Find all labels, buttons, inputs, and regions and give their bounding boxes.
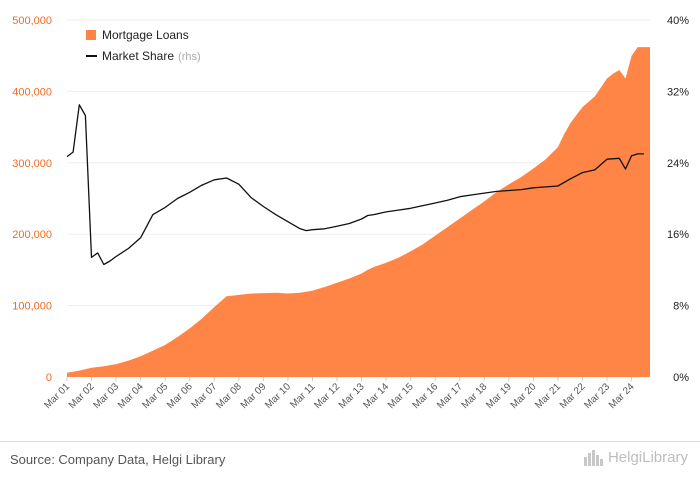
source-note: Source: Company Data, Helgi Library: [10, 452, 226, 467]
left-axis: 0 100,000 200,000 300,000 400,000 500,000: [12, 15, 52, 384]
market-share-line: [66, 104, 644, 266]
x-axis-tick-label: Mar 09: [239, 381, 269, 411]
left-axis-tick-label: 200,000: [12, 229, 52, 241]
legend-label-mortgage-loans: Mortgage Loans: [102, 28, 189, 42]
x-axis-tick-label: Mar 06: [165, 381, 195, 411]
chart: 0 100,000 200,000 300,000 400,000 500,000 0% 8…: [12, 15, 689, 411]
x-axis-tick-label: Mar 07: [190, 381, 220, 411]
legend: Mortgage Loans Market Share (rhs): [86, 28, 201, 63]
x-axis-tick-label: Mar 08: [214, 381, 244, 411]
legend-label-market-share-name: Market Share: [102, 49, 174, 63]
right-axis-tick-label: 0%: [673, 372, 689, 384]
x-axis-tick-label: Mar 11: [288, 381, 318, 411]
right-axis-tick-label: 8%: [673, 301, 689, 313]
x-axis-tick-label: Mar 19: [484, 381, 514, 411]
left-axis-tick-label: 100,000: [12, 301, 52, 313]
library-icon: [583, 449, 604, 466]
legend-swatch-mortgage-loans: [86, 30, 96, 40]
x-axis-tick-label: Mar 12: [312, 381, 342, 411]
x-axis-tick-label: Mar 10: [263, 381, 293, 411]
x-axis-tick-label: Mar 18: [460, 381, 490, 411]
right-axis-tick-label: 24%: [667, 158, 689, 170]
x-axis-tick-label: Mar 22: [558, 381, 588, 411]
left-axis-tick-label: 500,000: [12, 15, 52, 27]
x-axis-tick-label: Mar 04: [116, 381, 146, 411]
right-axis-tick-label: 16%: [667, 229, 689, 241]
right-axis-tick-label: 32%: [667, 86, 689, 98]
right-axis: 0% 8% 16% 24% 32% 40%: [667, 15, 689, 384]
brand-logo: HelgiLibrary: [583, 449, 688, 466]
x-axis-tick-label: Mar 14: [361, 381, 391, 411]
x-axis-tick-label: Mar 01: [42, 381, 72, 411]
x-axis-tick-label: Mar 16: [411, 381, 441, 411]
x-axis-tick-label: Mar 02: [67, 381, 97, 411]
legend-label-market-share: Market Share (rhs): [102, 49, 201, 63]
legend-label-market-share-note: (rhs): [178, 51, 201, 63]
x-axis-tick-label: Mar 17: [435, 381, 465, 411]
mortgage-loans-area: [67, 47, 650, 377]
right-axis-tick-label: 40%: [667, 15, 689, 27]
x-axis-tick-label: Mar 24: [607, 381, 637, 411]
x-axis-tick-label: Mar 21: [533, 381, 563, 411]
x-axis-tick-label: Mar 23: [582, 381, 612, 411]
x-axis-tick-label: Mar 20: [509, 381, 539, 411]
left-axis-tick-label: 400,000: [12, 86, 52, 98]
x-axis-tick-label: Mar 15: [386, 381, 416, 411]
footer-divider: [0, 441, 700, 442]
market-share-line-layer: [66, 104, 644, 266]
x-axis-tick-label: Mar 03: [91, 381, 121, 411]
x-axis-tick-label: Mar 05: [141, 381, 171, 411]
x-axis-tick-label: Mar 13: [337, 381, 367, 411]
mortgage-loans-area-layer: [67, 47, 650, 377]
brand-name: HelgiLibrary: [607, 449, 688, 466]
left-axis-tick-label: 0: [46, 372, 52, 384]
left-axis-tick-label: 300,000: [12, 158, 52, 170]
